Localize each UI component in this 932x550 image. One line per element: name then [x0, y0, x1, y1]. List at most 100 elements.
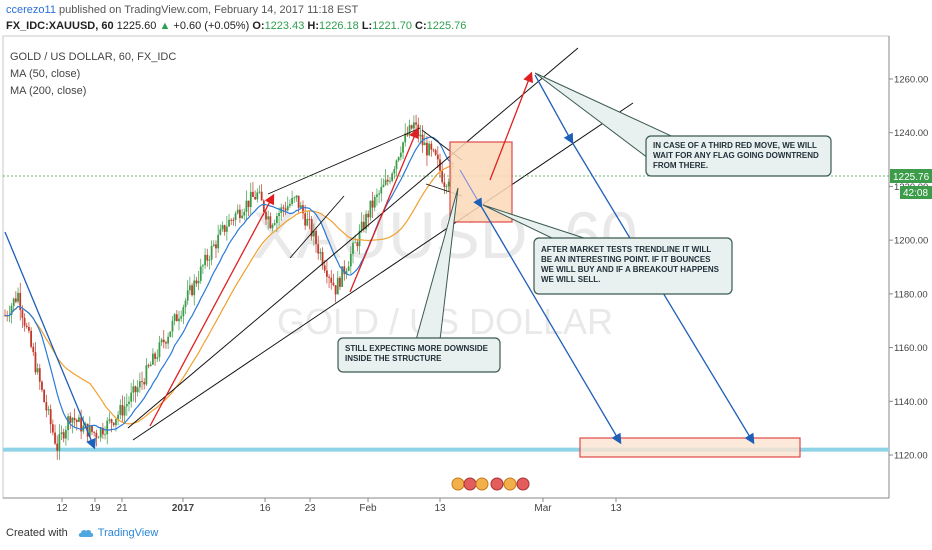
close-value: 1225.76	[426, 20, 467, 32]
candle-body	[215, 244, 217, 249]
time-axis-ticks: 12 19 21 2017 16 23 Feb 13 Mar 13	[56, 498, 622, 514]
candle-body	[232, 219, 235, 221]
candles-group	[4, 114, 454, 460]
candle-body	[95, 432, 98, 438]
candle-body	[328, 276, 330, 278]
channel-lower-line[interactable]	[132, 102, 634, 441]
price-value: 1225.60	[116, 20, 157, 32]
annotation-note-2[interactable]: AFTER MARKET TESTS TRENDLINE IT WILL BE …	[533, 237, 733, 295]
candle-body	[169, 331, 172, 337]
inner-trendline-2[interactable]	[289, 195, 345, 259]
candle-body	[434, 150, 437, 155]
candle-body	[186, 290, 189, 301]
candle-body	[269, 216, 272, 228]
candle-body	[386, 179, 389, 182]
open-value: 1223.43	[264, 20, 305, 32]
candle-body	[382, 184, 385, 188]
tradingview-brand-link[interactable]: TradingView	[97, 527, 159, 539]
candle-body	[32, 346, 35, 353]
candle-body	[243, 211, 246, 216]
candle-body	[369, 200, 372, 218]
price-tick-label: 1160.00	[894, 343, 928, 354]
price-tick-label: 1180.00	[894, 289, 928, 300]
channel-upper-line[interactable]	[127, 47, 579, 429]
candle-body	[267, 216, 270, 220]
red-arrow-2[interactable]	[349, 127, 419, 293]
target-zone-box[interactable]	[579, 437, 801, 458]
candle-body	[402, 142, 404, 153]
candle-body	[299, 205, 302, 208]
candle-body	[178, 318, 180, 322]
candle-body	[332, 282, 335, 286]
support-line	[3, 447, 889, 452]
economic-event-flags[interactable]	[451, 477, 530, 491]
price-tick-label: 1240.00	[894, 128, 928, 139]
candle-body	[206, 254, 209, 261]
annotation-1-line-1: IN CASE OF A THIRD RED MOVE, WE WILL	[653, 141, 817, 150]
candle-body	[317, 244, 320, 254]
candle-body	[41, 381, 43, 390]
candle-body	[365, 213, 367, 230]
candle-body	[12, 298, 15, 307]
candle-body	[419, 134, 422, 137]
blue-arrow-3[interactable]	[480, 205, 622, 445]
time-tick-label: Mar	[534, 503, 552, 514]
blue-arrow-1[interactable]	[4, 231, 96, 450]
price-axis-ticks: 1120.001140.001160.001180.001200.001220.…	[889, 74, 928, 462]
focus-zone-box[interactable]	[449, 141, 513, 223]
candle-body	[202, 265, 204, 267]
candle-body	[252, 191, 254, 197]
candle-body	[78, 417, 80, 422]
candle-body	[228, 219, 230, 227]
candle-body	[56, 443, 59, 451]
candle-body	[330, 277, 333, 283]
watermark-name: GOLD / US DOLLAR	[277, 301, 613, 342]
legend-ma50[interactable]: MA (50, close)	[10, 68, 80, 80]
red-arrow-1[interactable]	[149, 193, 275, 427]
candle-body	[145, 365, 148, 385]
red-arrow-3[interactable]	[489, 71, 534, 181]
created-with-label: Created with	[6, 527, 68, 539]
candle-body	[321, 252, 324, 266]
candle-body	[60, 432, 63, 435]
candle-body	[38, 368, 41, 382]
high-label: H:	[307, 20, 319, 32]
candle-body	[408, 125, 411, 136]
low-value: 1221.70	[372, 20, 412, 32]
candle-body	[441, 170, 444, 183]
blue-arrow-4[interactable]	[534, 74, 574, 145]
author-link[interactable]: ccerezo11	[6, 4, 56, 16]
candle-body	[341, 266, 344, 287]
high-value: 1226.18	[319, 20, 359, 32]
blue-arrow-2[interactable]	[459, 169, 483, 209]
candle-body	[221, 225, 224, 230]
candle-body	[373, 196, 376, 208]
candle-body	[43, 389, 46, 403]
candle-body	[304, 213, 307, 226]
candle-body	[354, 242, 357, 244]
candle-body	[284, 208, 287, 211]
candle-body	[173, 314, 176, 321]
candle-body	[71, 417, 74, 423]
candle-body	[195, 280, 198, 284]
candle-body	[108, 419, 111, 421]
price-tick-label: 1260.00	[894, 74, 928, 85]
time-tick-label: 13	[610, 503, 622, 514]
candle-body	[75, 419, 78, 422]
candle-body	[19, 292, 22, 311]
inner-trendline-1[interactable]	[267, 127, 421, 195]
candle-body	[384, 179, 387, 185]
candle-body	[175, 314, 178, 322]
candle-body	[152, 353, 154, 365]
countdown-tag: 42:08	[900, 186, 932, 199]
annotation-note-1[interactable]: IN CASE OF A THIRD RED MOVE, WE WILL WAI…	[645, 135, 832, 177]
candle-body	[154, 353, 156, 359]
legend-ma200[interactable]: MA (200, close)	[10, 85, 86, 97]
publish-info: ccerezo11 published on TradingView.com, …	[6, 4, 358, 16]
candle-body	[197, 280, 200, 284]
annotation-note-3[interactable]: STILL EXPECTING MORE DOWNSIDE INSIDE THE…	[337, 337, 501, 373]
annotation-3-line-2: INSIDE THE STRUCTURE	[345, 354, 442, 363]
candle-body	[204, 254, 206, 266]
candle-body	[376, 194, 378, 197]
